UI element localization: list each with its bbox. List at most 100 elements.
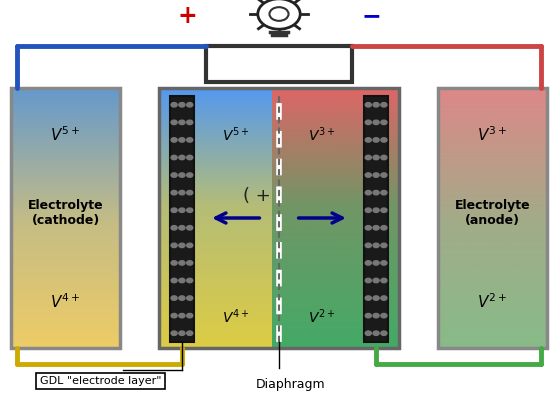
Circle shape (171, 102, 177, 107)
Circle shape (365, 243, 372, 248)
Circle shape (171, 226, 177, 230)
Circle shape (365, 138, 372, 142)
Circle shape (186, 173, 193, 177)
Bar (11, 88, 120, 348)
Text: ( +: ( + (243, 187, 271, 205)
Bar (206, 46, 352, 82)
Text: −: − (361, 4, 381, 28)
Circle shape (365, 261, 372, 265)
Circle shape (171, 190, 177, 195)
Circle shape (365, 102, 372, 107)
Circle shape (258, 0, 300, 29)
Circle shape (186, 296, 193, 300)
Circle shape (171, 120, 177, 124)
Circle shape (179, 155, 185, 160)
Circle shape (373, 173, 379, 177)
Circle shape (365, 190, 372, 195)
Text: $V^{5+}$: $V^{5+}$ (222, 126, 250, 144)
Circle shape (179, 243, 185, 248)
Circle shape (365, 120, 372, 124)
Circle shape (373, 261, 379, 265)
Circle shape (179, 261, 185, 265)
Circle shape (179, 296, 185, 300)
Circle shape (381, 261, 387, 265)
Circle shape (186, 226, 193, 230)
Circle shape (381, 314, 387, 318)
Circle shape (171, 261, 177, 265)
Bar (170, 96, 194, 342)
Circle shape (373, 296, 379, 300)
Circle shape (179, 314, 185, 318)
Text: $V^{2+}$: $V^{2+}$ (477, 292, 508, 310)
Text: Electrolyte
(cathode): Electrolyte (cathode) (28, 199, 103, 227)
Circle shape (365, 208, 372, 212)
Circle shape (186, 331, 193, 336)
Circle shape (186, 278, 193, 283)
Circle shape (381, 296, 387, 300)
Text: $V^{2+}$: $V^{2+}$ (308, 308, 336, 326)
Circle shape (171, 331, 177, 336)
Circle shape (373, 314, 379, 318)
Circle shape (171, 155, 177, 160)
Circle shape (171, 173, 177, 177)
Circle shape (365, 331, 372, 336)
Circle shape (381, 278, 387, 283)
Text: $V^{5+}$: $V^{5+}$ (50, 126, 81, 144)
Circle shape (365, 314, 372, 318)
Circle shape (373, 243, 379, 248)
Circle shape (171, 314, 177, 318)
Circle shape (171, 278, 177, 283)
Circle shape (365, 278, 372, 283)
Circle shape (373, 331, 379, 336)
Circle shape (179, 102, 185, 107)
Bar (438, 88, 547, 348)
Text: $V^{4+}$: $V^{4+}$ (222, 308, 250, 326)
Circle shape (381, 173, 387, 177)
Circle shape (365, 173, 372, 177)
Text: +: + (177, 4, 197, 28)
Text: $V^{4+}$: $V^{4+}$ (50, 292, 81, 310)
Circle shape (186, 314, 193, 318)
Circle shape (186, 243, 193, 248)
Circle shape (381, 102, 387, 107)
Circle shape (179, 120, 185, 124)
Circle shape (365, 296, 372, 300)
Circle shape (381, 331, 387, 336)
Circle shape (373, 102, 379, 107)
Circle shape (381, 190, 387, 195)
Text: $V^{3+}$: $V^{3+}$ (477, 126, 508, 144)
Circle shape (171, 243, 177, 248)
Circle shape (373, 138, 379, 142)
Circle shape (373, 155, 379, 160)
Circle shape (186, 190, 193, 195)
Circle shape (186, 155, 193, 160)
Circle shape (381, 243, 387, 248)
Circle shape (373, 120, 379, 124)
Text: GDL "electrode layer": GDL "electrode layer" (40, 376, 161, 386)
Circle shape (171, 208, 177, 212)
Text: Diaphragm: Diaphragm (256, 378, 325, 391)
Circle shape (373, 226, 379, 230)
Circle shape (365, 226, 372, 230)
Circle shape (179, 226, 185, 230)
Text: $V^{3+}$: $V^{3+}$ (308, 126, 336, 144)
Circle shape (171, 138, 177, 142)
Circle shape (381, 155, 387, 160)
Circle shape (179, 173, 185, 177)
Text: Electrolyte
(anode): Electrolyte (anode) (455, 199, 530, 227)
Circle shape (373, 208, 379, 212)
Bar (159, 88, 399, 348)
Bar (364, 96, 388, 342)
Circle shape (373, 190, 379, 195)
Circle shape (179, 190, 185, 195)
Circle shape (186, 138, 193, 142)
Circle shape (186, 261, 193, 265)
Circle shape (373, 278, 379, 283)
Circle shape (171, 296, 177, 300)
Circle shape (186, 102, 193, 107)
Circle shape (381, 208, 387, 212)
Circle shape (179, 331, 185, 336)
Circle shape (381, 226, 387, 230)
Circle shape (179, 138, 185, 142)
Circle shape (365, 155, 372, 160)
